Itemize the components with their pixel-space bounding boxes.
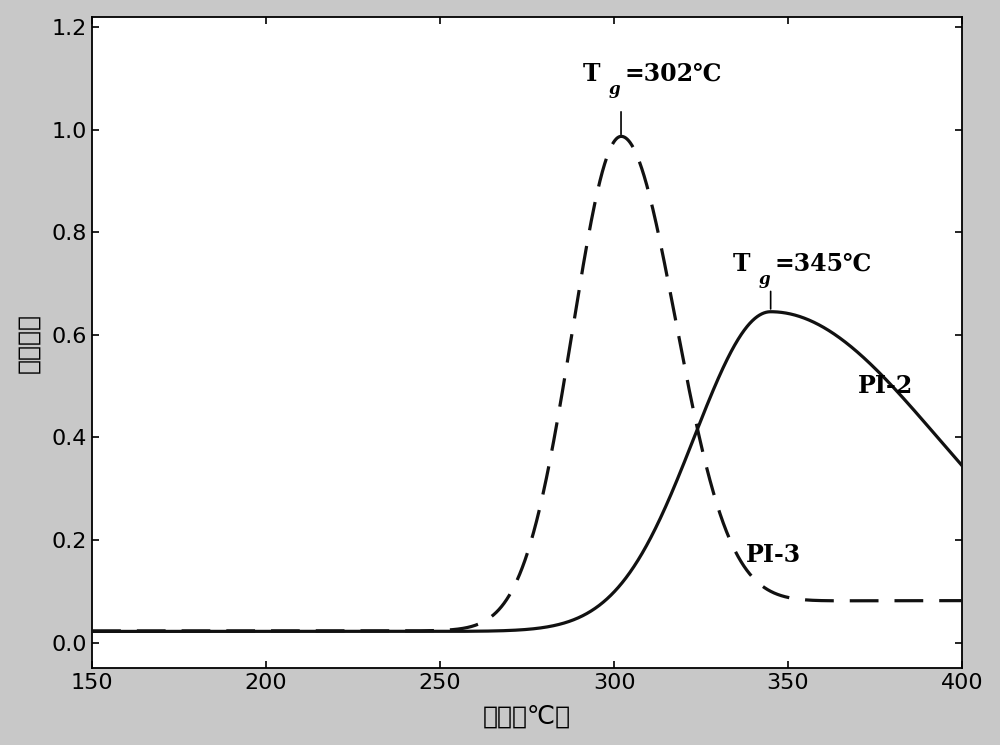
Y-axis label: 损耗因子: 损耗因子 (17, 312, 41, 372)
Text: PI-2: PI-2 (858, 374, 913, 398)
Text: =302℃: =302℃ (625, 62, 722, 86)
Text: g: g (758, 270, 770, 288)
Text: =345℃: =345℃ (774, 252, 871, 276)
Text: PI-3: PI-3 (746, 543, 801, 568)
Text: g: g (609, 80, 620, 98)
Text: T: T (732, 252, 750, 276)
Text: T: T (583, 62, 600, 86)
X-axis label: 温度（℃）: 温度（℃） (483, 704, 571, 729)
